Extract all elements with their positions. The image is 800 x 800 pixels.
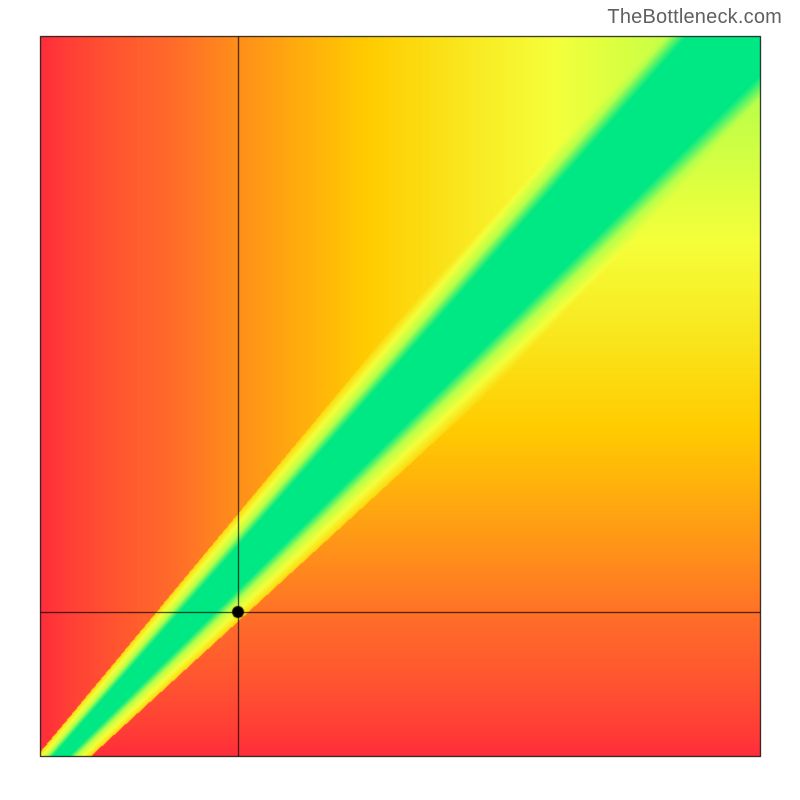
watermark-text: TheBottleneck.com (607, 6, 782, 29)
chart-container: TheBottleneck.com (0, 0, 800, 800)
heatmap-canvas (0, 0, 800, 800)
